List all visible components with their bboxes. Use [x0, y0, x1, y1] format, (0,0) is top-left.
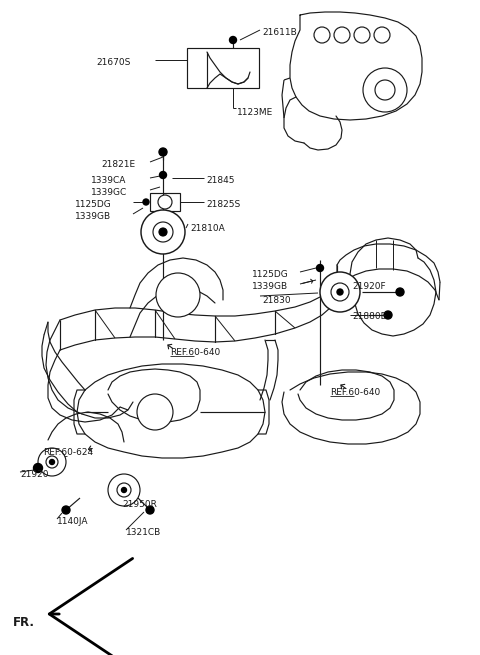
Text: 1140JA: 1140JA [57, 517, 88, 526]
Circle shape [121, 487, 127, 493]
Text: 21920F: 21920F [352, 282, 385, 291]
Text: REF.60-640: REF.60-640 [330, 388, 380, 397]
Bar [187, 48, 259, 88]
Circle shape [384, 311, 392, 319]
Text: REF.60-624: REF.60-624 [43, 448, 93, 457]
Circle shape [153, 222, 173, 242]
Circle shape [159, 228, 167, 236]
Circle shape [34, 464, 43, 472]
Text: 21920: 21920 [20, 470, 48, 479]
Circle shape [108, 474, 140, 506]
Circle shape [62, 506, 70, 514]
Circle shape [337, 289, 343, 295]
Text: 21810A: 21810A [190, 224, 225, 233]
Text: 21845: 21845 [206, 176, 235, 185]
Text: 21611B: 21611B [262, 28, 297, 37]
Text: 1125DG: 1125DG [252, 270, 289, 279]
Circle shape [141, 210, 185, 254]
Circle shape [314, 27, 330, 43]
Circle shape [158, 195, 172, 209]
Circle shape [316, 265, 324, 272]
Text: FR.: FR. [13, 616, 35, 629]
Circle shape [143, 199, 149, 205]
Circle shape [354, 27, 370, 43]
Circle shape [375, 80, 395, 100]
Circle shape [374, 27, 390, 43]
Circle shape [363, 68, 407, 112]
Text: 21825S: 21825S [206, 200, 240, 209]
Circle shape [159, 172, 167, 179]
Circle shape [331, 283, 349, 301]
Text: 1339GB: 1339GB [75, 212, 111, 221]
Text: 21670S: 21670S [96, 58, 131, 67]
Text: 1339GB: 1339GB [252, 282, 288, 291]
Circle shape [137, 394, 173, 430]
Text: 21821E: 21821E [101, 160, 135, 169]
Circle shape [229, 37, 237, 43]
Circle shape [159, 148, 167, 156]
Circle shape [46, 456, 58, 468]
Text: REF.60-640: REF.60-640 [170, 348, 220, 357]
Text: 1321CB: 1321CB [126, 528, 161, 537]
Circle shape [117, 483, 131, 497]
Text: 1339CA: 1339CA [91, 176, 126, 185]
Text: 1123ME: 1123ME [237, 108, 273, 117]
Text: 1339GC: 1339GC [91, 188, 127, 197]
Circle shape [49, 460, 55, 464]
Circle shape [334, 27, 350, 43]
Bar [150, 193, 180, 211]
Circle shape [38, 448, 66, 476]
Circle shape [396, 288, 404, 296]
Text: 21950R: 21950R [122, 500, 157, 509]
Circle shape [320, 272, 360, 312]
Text: 21830: 21830 [262, 296, 290, 305]
Circle shape [146, 506, 154, 514]
Text: 21880E: 21880E [352, 312, 386, 321]
Circle shape [156, 273, 200, 317]
Text: 1125DG: 1125DG [75, 200, 112, 209]
